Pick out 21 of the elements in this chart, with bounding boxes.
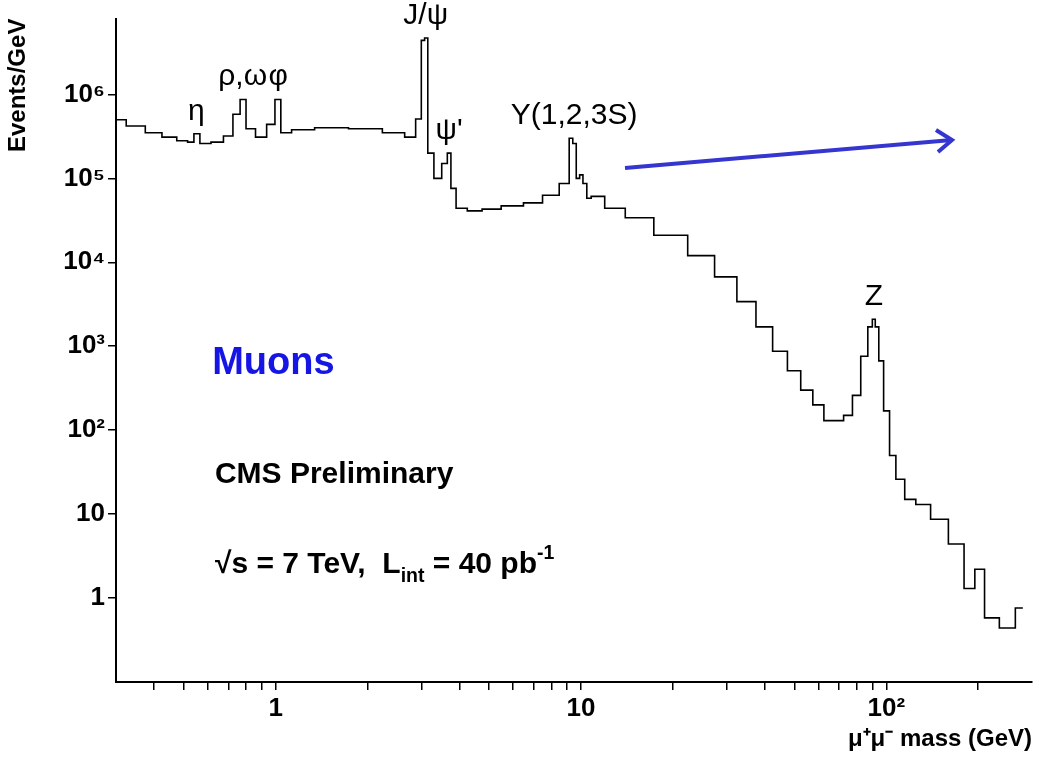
y-tick-label: 1: [90, 581, 105, 612]
x-axis-title: μ⁺μ⁻ mass (GeV): [847, 724, 1032, 752]
annotation: Z: [864, 278, 883, 312]
annotation: Muons: [212, 339, 335, 382]
annotation: φ: [268, 58, 288, 92]
x-tick-label: 10: [566, 691, 596, 722]
y-tick-label: 10⁴: [63, 245, 105, 276]
annotation: ψ': [435, 112, 463, 146]
annotation: Υ(1,2,3S): [510, 97, 638, 131]
y-tick-label: 10²: [67, 413, 106, 444]
annotation: ρ,ω: [218, 58, 268, 92]
x-tick-label: 10²: [867, 691, 906, 722]
y-tick-label: 10: [76, 497, 105, 528]
annotation: J/ψ: [403, 0, 449, 30]
y-tick-label: 10⁵: [63, 161, 105, 192]
y-tick-label: 10⁶: [64, 77, 105, 108]
y-tick-label: 10³: [67, 329, 106, 360]
annotation: η: [188, 92, 205, 126]
y-axis-title: Events/GeV: [3, 18, 31, 153]
x-tick-label: 1: [268, 691, 283, 722]
annotation: CMS Preliminary: [214, 455, 454, 489]
